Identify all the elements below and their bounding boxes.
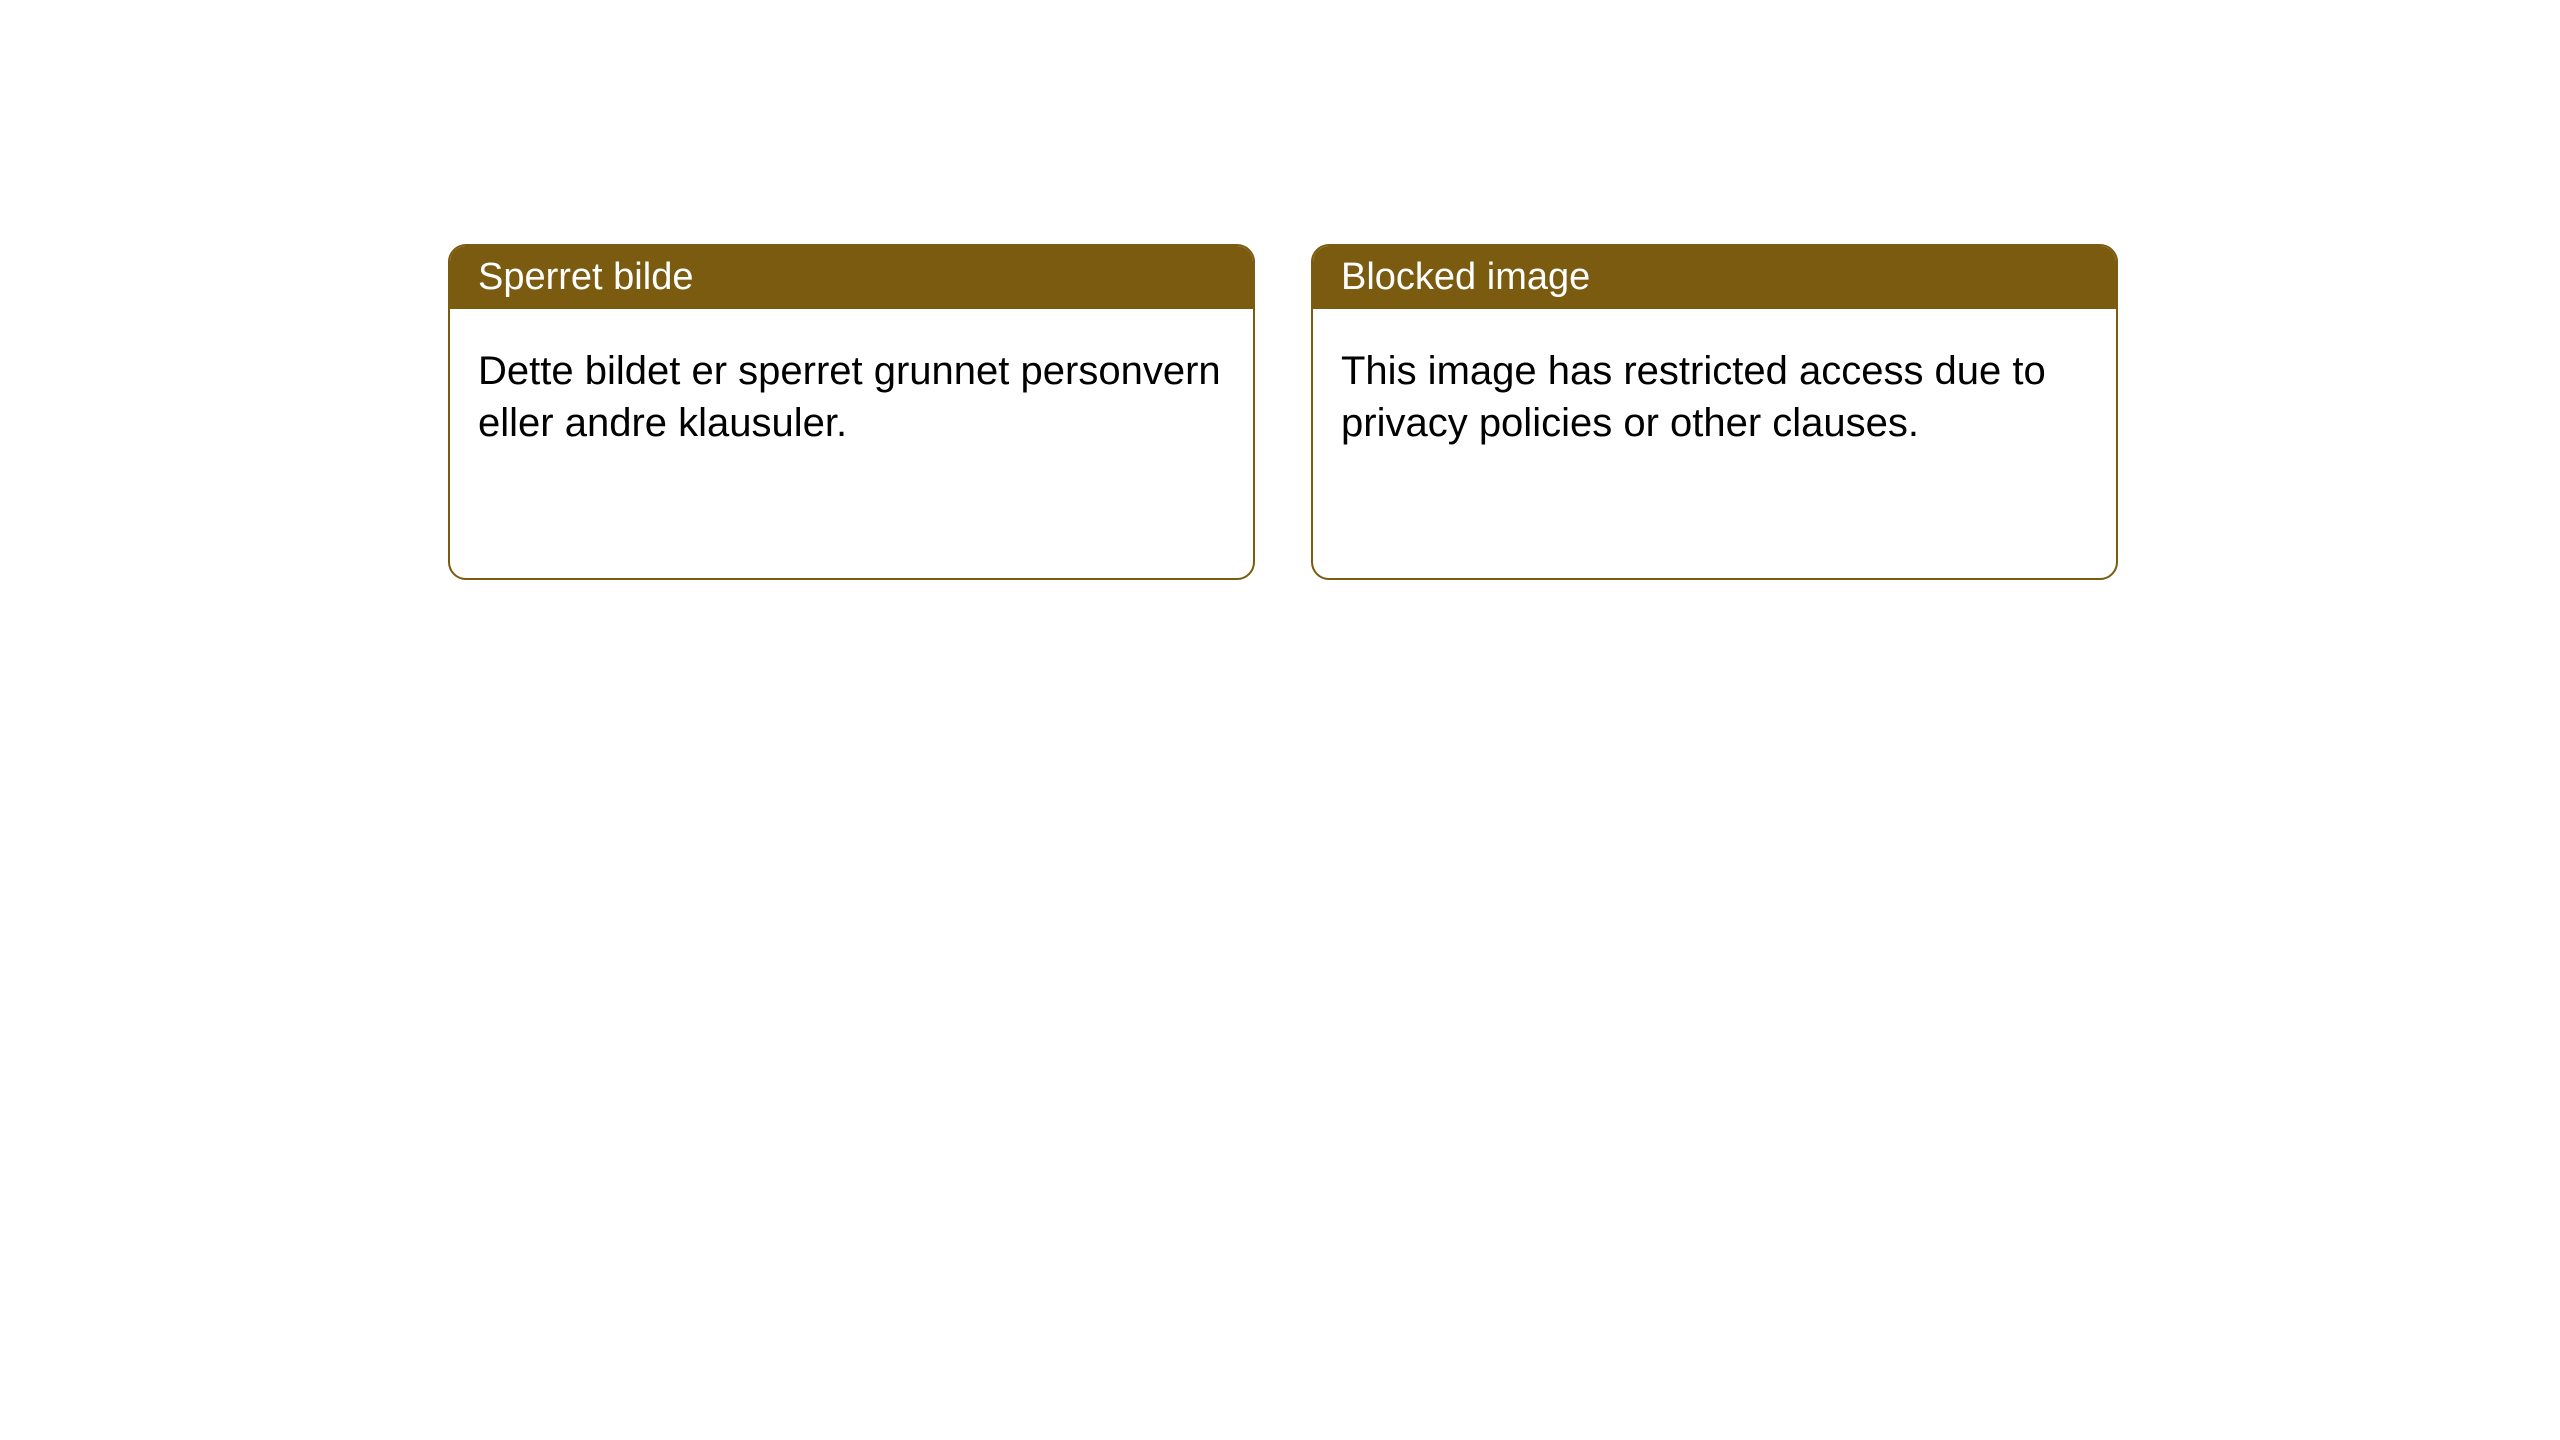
- card-message: Dette bildet er sperret grunnet personve…: [478, 349, 1221, 445]
- card-title: Sperret bilde: [478, 256, 693, 298]
- card-header: Blocked image: [1313, 246, 2116, 309]
- card-header: Sperret bilde: [450, 246, 1253, 309]
- card-body: This image has restricted access due to …: [1313, 309, 2116, 485]
- cards-container: Sperret bilde Dette bildet er sperret gr…: [0, 0, 2560, 580]
- blocked-image-card-en: Blocked image This image has restricted …: [1311, 244, 2118, 580]
- card-title: Blocked image: [1341, 256, 1590, 298]
- blocked-image-card-no: Sperret bilde Dette bildet er sperret gr…: [448, 244, 1255, 580]
- card-body: Dette bildet er sperret grunnet personve…: [450, 309, 1253, 485]
- card-message: This image has restricted access due to …: [1341, 349, 2046, 445]
